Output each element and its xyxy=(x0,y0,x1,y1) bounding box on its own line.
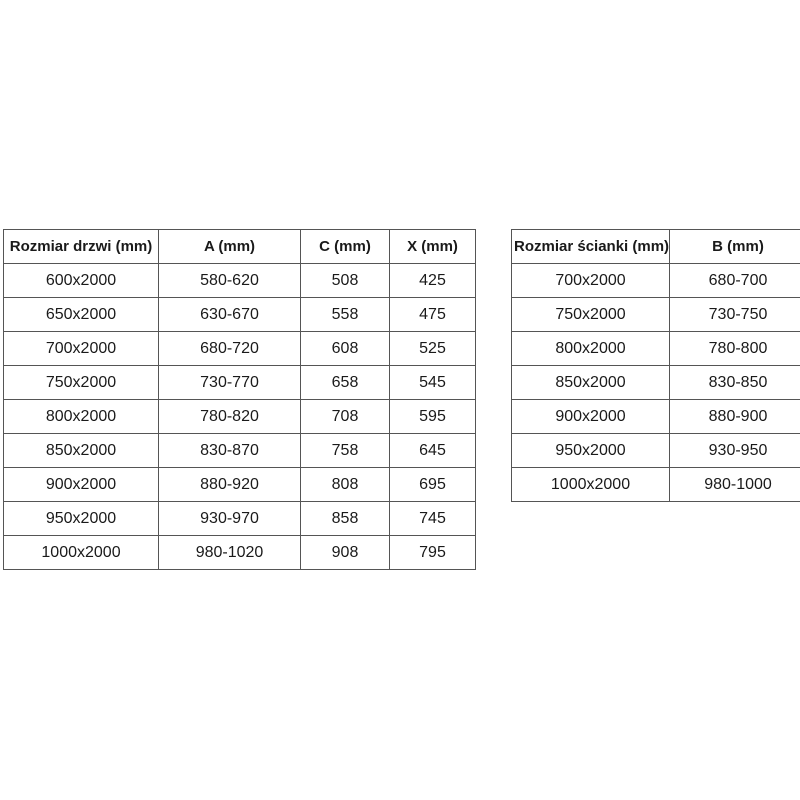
table-cell: 880-920 xyxy=(158,467,301,502)
table-cell: 730-770 xyxy=(158,365,301,400)
table-row: 800x2000 780-820 708 595 xyxy=(3,399,476,434)
table-row: 950x2000 930-950 xyxy=(511,433,800,468)
table-row: 700x2000 680-700 xyxy=(511,263,800,298)
table-row: 1000x2000 980-1020 908 795 xyxy=(3,535,476,570)
table-cell: 800x2000 xyxy=(511,331,670,366)
table-row: 850x2000 830-850 xyxy=(511,365,800,400)
table-cell: 630-670 xyxy=(158,297,301,332)
table-cell: 800x2000 xyxy=(3,399,159,434)
table-cell: 950x2000 xyxy=(3,501,159,536)
header-row: Rozmiar drzwi (mm) A (mm) C (mm) X (mm) xyxy=(3,229,476,264)
table-cell: 780-800 xyxy=(669,331,800,366)
table-cell: 908 xyxy=(300,535,390,570)
table-cell: 808 xyxy=(300,467,390,502)
table-row: 700x2000 680-720 608 525 xyxy=(3,331,476,366)
table-cell: 830-870 xyxy=(158,433,301,468)
table-cell: 858 xyxy=(300,501,390,536)
door-size-table: Rozmiar drzwi (mm) A (mm) C (mm) X (mm) 600x… xyxy=(3,229,476,570)
table-cell: 980-1000 xyxy=(669,467,800,502)
table-cell: 758 xyxy=(300,433,390,468)
column-header: Rozmiar drzwi (mm) xyxy=(3,229,159,264)
table-cell: 545 xyxy=(389,365,476,400)
table-cell: 708 xyxy=(300,399,390,434)
table-cell: 850x2000 xyxy=(511,365,670,400)
table-cell: 930-950 xyxy=(669,433,800,468)
table-row: 750x2000 730-750 xyxy=(511,297,800,332)
table-cell: 650x2000 xyxy=(3,297,159,332)
table-cell: 508 xyxy=(300,263,390,298)
column-header: Rozmiar ścianki (mm) xyxy=(511,229,670,264)
table-row: 800x2000 780-800 xyxy=(511,331,800,366)
table-cell: 830-850 xyxy=(669,365,800,400)
table-cell: 730-750 xyxy=(669,297,800,332)
table-cell: 595 xyxy=(389,399,476,434)
header-row: Rozmiar ścianki (mm) B (mm) xyxy=(511,229,800,264)
table-cell: 900x2000 xyxy=(3,467,159,502)
table-cell: 700x2000 xyxy=(511,263,670,298)
table-cell: 475 xyxy=(389,297,476,332)
table-cell: 900x2000 xyxy=(511,399,670,434)
table-cell: 700x2000 xyxy=(3,331,159,366)
table-cell: 580-620 xyxy=(158,263,301,298)
table-row: 950x2000 930-970 858 745 xyxy=(3,501,476,536)
table-cell: 558 xyxy=(300,297,390,332)
table-row: 750x2000 730-770 658 545 xyxy=(3,365,476,400)
table-cell: 795 xyxy=(389,535,476,570)
table-cell: 980-1020 xyxy=(158,535,301,570)
table-row: 850x2000 830-870 758 645 xyxy=(3,433,476,468)
table-row: 900x2000 880-900 xyxy=(511,399,800,434)
table-cell: 1000x2000 xyxy=(511,467,670,502)
table-cell: 750x2000 xyxy=(3,365,159,400)
table-cell: 608 xyxy=(300,331,390,366)
table-cell: 950x2000 xyxy=(511,433,670,468)
table-cell: 780-820 xyxy=(158,399,301,434)
table-cell: 645 xyxy=(389,433,476,468)
table-cell: 425 xyxy=(389,263,476,298)
table-cell: 745 xyxy=(389,501,476,536)
table-cell: 680-720 xyxy=(158,331,301,366)
wall-size-table: Rozmiar ścianki (mm) B (mm) 700x2000 680-70… xyxy=(511,229,800,502)
table-row: 650x2000 630-670 558 475 xyxy=(3,297,476,332)
column-header: C (mm) xyxy=(300,229,390,264)
column-header: A (mm) xyxy=(158,229,301,264)
column-header: X (mm) xyxy=(389,229,476,264)
table-cell: 695 xyxy=(389,467,476,502)
table-cell: 658 xyxy=(300,365,390,400)
table-cell: 1000x2000 xyxy=(3,535,159,570)
table-cell: 600x2000 xyxy=(3,263,159,298)
table-row: 900x2000 880-920 808 695 xyxy=(3,467,476,502)
table-row: 1000x2000 980-1000 xyxy=(511,467,800,502)
table-cell: 680-700 xyxy=(669,263,800,298)
table-cell: 880-900 xyxy=(669,399,800,434)
table-cell: 850x2000 xyxy=(3,433,159,468)
table-cell: 525 xyxy=(389,331,476,366)
column-header: B (mm) xyxy=(669,229,800,264)
table-cell: 750x2000 xyxy=(511,297,670,332)
table-cell: 930-970 xyxy=(158,501,301,536)
table-row: 600x2000 580-620 508 425 xyxy=(3,263,476,298)
